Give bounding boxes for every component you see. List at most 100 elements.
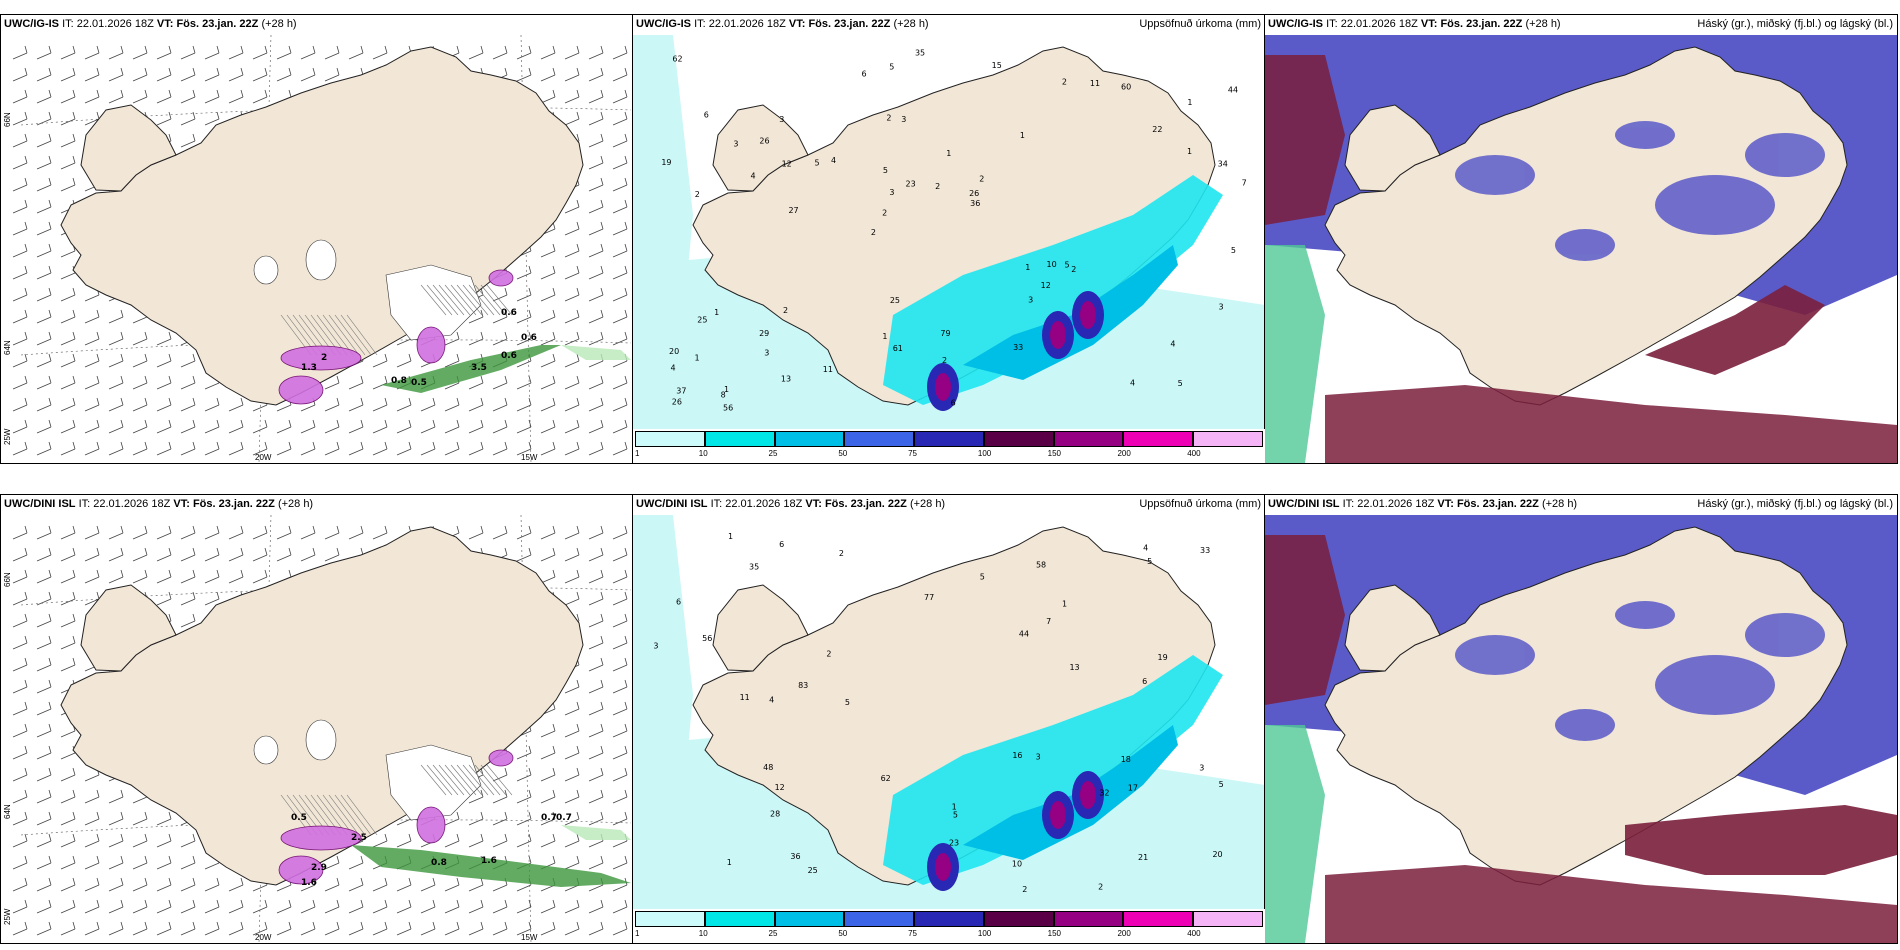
precip-value-label: 7 [1242, 178, 1247, 187]
glacier-hofsjokull [253, 735, 279, 765]
wind-barb [492, 45, 508, 60]
wind-barb [564, 811, 580, 826]
wind-barb [540, 921, 556, 936]
wind-speed-label: 2.5 [351, 833, 367, 843]
wind-barb [132, 547, 148, 562]
wind-barb [156, 353, 172, 368]
precip-max-inner [1080, 781, 1096, 809]
wind-barb [300, 921, 316, 936]
precip-value-label: 2 [871, 228, 876, 237]
wind-barb [60, 155, 76, 170]
panel-cloud-bottom[interactable]: UWC/DINI ISL IT: 22.01.2026 18Z VT: Fös.… [1264, 494, 1898, 944]
wind-barb [12, 67, 28, 82]
wind-barb [228, 89, 244, 104]
hatch-line [486, 284, 513, 316]
glacier-hofsjokull [253, 255, 279, 285]
wind-barb [156, 45, 172, 60]
wind-barb [36, 657, 52, 672]
wind-barb [564, 701, 580, 716]
panel-cloud-top[interactable]: UWC/IG-IS IT: 22.01.2026 18Z VT: Fös. 23… [1264, 14, 1898, 464]
colorbar-tick-label: 100 [977, 929, 992, 938]
precip-value-label: 2 [882, 208, 887, 217]
wind-barb [36, 525, 52, 540]
panel-wind-top[interactable]: UWC/IG-IS IT: 22.01.2026 18Z VT: Fös. 23… [0, 14, 634, 464]
precip-value-label: 12 [782, 159, 792, 168]
hatch-line [432, 284, 459, 316]
wind-barb [180, 419, 196, 434]
wind-barb [612, 309, 628, 324]
wind-map: 0.6 0.6 0.6 0.8 0.5 1.3 2 3.5 [1, 15, 633, 463]
wind-barb [372, 353, 388, 368]
wind-barb [84, 525, 100, 540]
wind-barb [324, 397, 340, 412]
snow-east-2 [488, 269, 514, 287]
wind-barb [36, 547, 52, 562]
wind-barb [84, 111, 100, 126]
precip-value-label: 5 [1147, 557, 1152, 566]
panel-header: UWC/IG-IS IT: 22.01.2026 18Z VT: Fös. 23… [636, 18, 929, 30]
wind-barb [12, 745, 28, 760]
wind-barb [540, 331, 556, 346]
wind-barb [108, 353, 124, 368]
vt-label: VT: [173, 498, 190, 510]
precip-value-label: 6 [951, 399, 956, 408]
it-label: IT: [694, 18, 706, 30]
wind-barb [156, 331, 172, 346]
precip-value-label: 62 [672, 55, 682, 64]
colorbar-tick-label: 10 [698, 929, 708, 938]
mid-cloud-patches [1455, 601, 1825, 741]
low-cloud-southeast [1625, 805, 1897, 875]
mid-cloud-patch [1455, 635, 1535, 675]
wind-barb [612, 789, 628, 804]
it-label: IT: [710, 498, 723, 510]
hatch-line [468, 764, 495, 796]
precip-value-label: 1 [1020, 131, 1025, 140]
wind-barb [12, 525, 28, 540]
wind-barb [492, 921, 508, 936]
wind-barb [180, 525, 196, 540]
panel-precip-bottom[interactable]: UWC/DINI ISL IT: 22.01.2026 18Z VT: Fös.… [632, 494, 1266, 944]
wind-barb [492, 525, 508, 540]
wind-barb [588, 789, 604, 804]
wind-barb [12, 309, 28, 324]
wind-barb [36, 199, 52, 214]
wind-barb [300, 899, 316, 914]
wind-barb [564, 199, 580, 214]
wind-barb [84, 353, 100, 368]
wind-barb [540, 899, 556, 914]
hatch-line [426, 284, 453, 316]
wind-barb [588, 613, 604, 628]
wind-barb [180, 855, 196, 870]
wind-speed-label: 0.7 [541, 813, 557, 823]
wind-barb [564, 111, 580, 126]
wind-barb [180, 353, 196, 368]
panel-wind-bottom[interactable]: UWC/DINI ISL IT: 22.01.2026 18Z VT: Fös.… [0, 494, 634, 944]
wind-barb [324, 525, 340, 540]
wind-barb [108, 89, 124, 104]
wind-barb [228, 67, 244, 82]
snow-south [280, 825, 362, 851]
wind-barb [12, 177, 28, 192]
wind-barb [252, 569, 268, 584]
wind-barb [612, 375, 628, 390]
iceland-group [692, 526, 1216, 886]
wind-barb [108, 547, 124, 562]
hatch-line [486, 764, 513, 796]
iceland-group [60, 46, 584, 406]
wind-barb [60, 287, 76, 302]
precip-value-label: 10 [1012, 860, 1022, 869]
wind-barb [84, 811, 100, 826]
wind-barb [612, 441, 628, 456]
hatch-line [450, 764, 477, 796]
wind-barb [60, 767, 76, 782]
it-label: IT: [1342, 498, 1355, 510]
westfjords-land [80, 104, 177, 192]
panel-precip-top[interactable]: UWC/IG-IS IT: 22.01.2026 18Z VT: Fös. 23… [632, 14, 1266, 464]
wind-barb [564, 331, 580, 346]
colorbar-swatch [1123, 911, 1194, 927]
wind-barb [228, 899, 244, 914]
wind-barb [156, 547, 172, 562]
wind-barb [36, 899, 52, 914]
wind-barb [36, 921, 52, 936]
wind-barb [204, 525, 220, 540]
